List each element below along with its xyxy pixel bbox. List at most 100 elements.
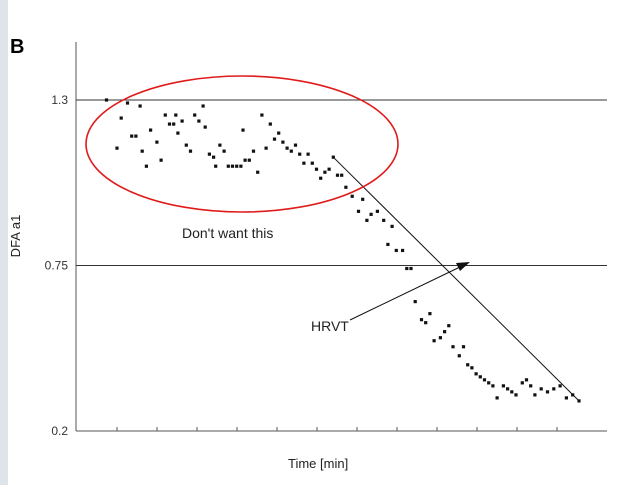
panel-label: B [10,36,25,58]
data-point [340,173,344,177]
highlight-ellipse [85,75,399,213]
data-point [251,149,256,153]
data-point [180,119,184,123]
data-point [230,164,235,168]
data-point [361,197,365,201]
y-tick-label: 1.3 [51,93,68,107]
data-point [510,390,514,394]
data-point [119,116,123,120]
data-point [176,131,180,135]
data-point [539,387,543,391]
data-point [432,339,436,343]
data-point [212,155,216,159]
data-point [235,164,239,168]
data-point [394,248,398,253]
data-point [529,384,533,388]
data-point [344,185,348,189]
data-point [506,387,510,391]
data-point [375,209,379,213]
data-point [302,161,306,165]
data-point [289,149,293,153]
data-point [545,390,550,394]
data-point [520,381,524,385]
data-point [239,164,243,168]
data-point [243,158,247,162]
data-point [247,158,251,162]
data-point [172,122,176,126]
hrvt-label: HRVT [311,318,349,334]
data-point [474,372,478,376]
data-point [268,122,272,126]
data-point [382,218,386,222]
y-axis-label: DFA a1 [8,215,23,258]
data-point [197,119,201,123]
y-tick-label: 0.2 [51,424,68,438]
data-point [277,131,281,135]
data-point [188,149,193,153]
data-point [256,170,260,174]
data-point [241,128,245,132]
data-point [149,128,153,132]
data-point [155,140,159,144]
data-point [350,194,354,198]
data-point [193,113,197,117]
data-point [144,164,148,168]
data-point [428,312,432,316]
data-point [140,149,144,153]
data-point [405,266,409,271]
data-point [134,134,138,138]
data-point [218,143,222,147]
data-point [447,324,451,328]
data-point [314,167,319,171]
data-point [457,354,461,358]
data-point [533,393,537,397]
data-point [163,113,167,117]
data-point [306,152,310,156]
data-point [174,113,178,117]
data-point [564,396,568,400]
x-axis-label: Time [min] [288,456,348,471]
data-point [281,140,285,144]
hrvt-arrow [349,265,463,321]
data-point [501,384,505,388]
data-point [130,134,134,138]
data-point [323,170,327,174]
data-point [386,242,390,247]
data-point [159,158,163,162]
data-point [478,375,482,379]
data-point [203,125,207,129]
data-point [125,101,130,105]
data-point [356,209,361,213]
highlight-label: Don't want this [182,225,273,241]
data-point [104,98,109,102]
data-point [438,336,442,340]
data-point [167,122,172,126]
data-point [514,393,518,397]
data-point [461,345,466,349]
data-point [466,363,470,367]
data-point [214,164,218,168]
data-point [260,113,264,117]
data-point [226,164,230,168]
trend-line [332,156,580,402]
data-point [365,218,369,222]
data-point [369,212,373,216]
data-point [552,387,556,391]
data-point [482,378,487,382]
data-point [319,176,323,180]
window-edge-strip [0,0,8,485]
data-point [413,300,417,304]
data-point [310,161,314,165]
data-point [184,143,188,147]
data-point [524,378,529,382]
data-point [443,330,447,334]
data-point [470,366,474,370]
data-point [222,149,226,153]
data-point [298,152,302,156]
data-point [451,345,455,349]
y-tick-label: 0.75 [45,259,69,273]
data-point [327,167,331,171]
data-point [491,384,495,388]
data-point [424,321,428,325]
